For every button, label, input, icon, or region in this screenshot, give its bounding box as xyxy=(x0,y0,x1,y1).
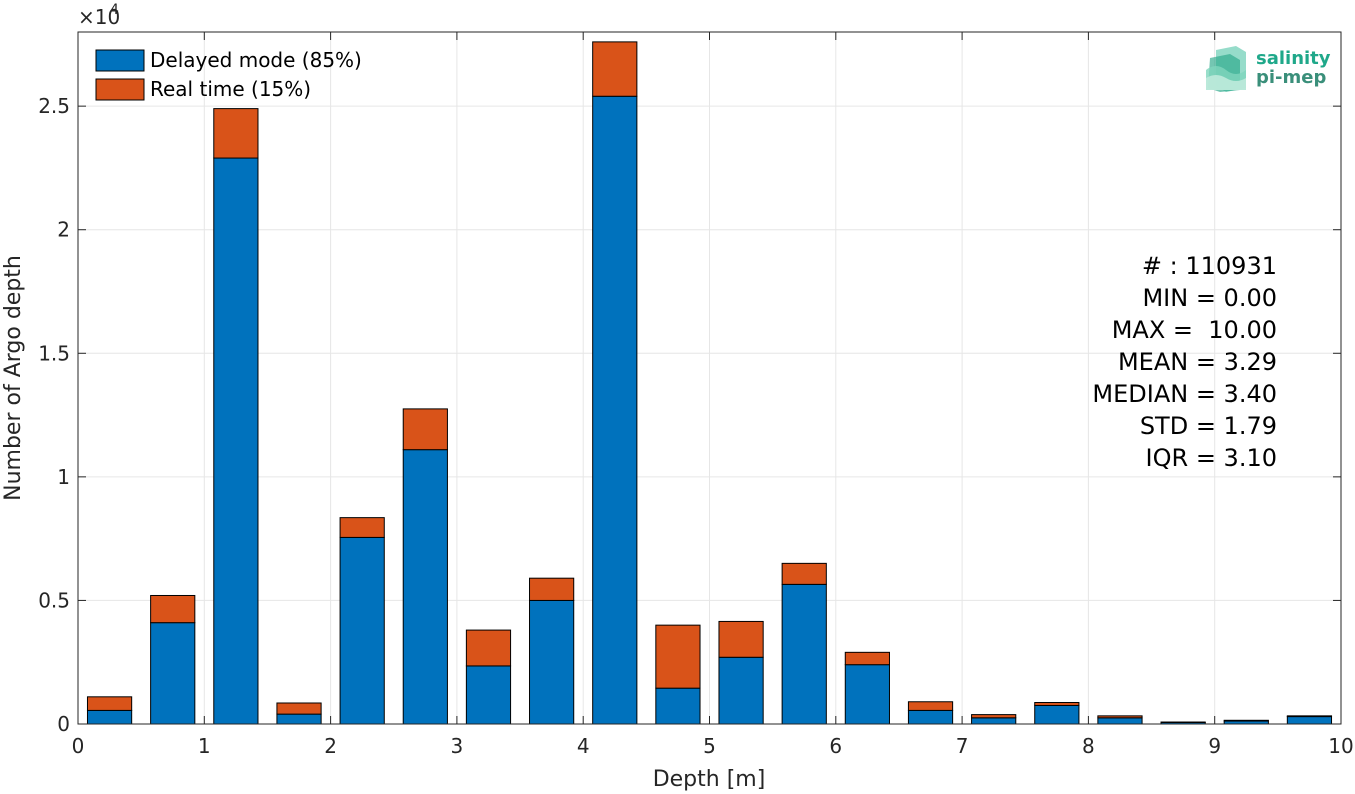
bar-delayed-mode xyxy=(1286,716,1333,725)
bar-delayed-mode xyxy=(1097,717,1143,725)
bar-real-time xyxy=(781,562,827,585)
stat-max: MAX = 10.00 xyxy=(1112,316,1277,344)
salinity-pimep-logo: salinity pi-mep xyxy=(1206,46,1331,92)
bar-delayed-mode xyxy=(592,95,638,725)
x-tick-label: 8 xyxy=(1082,734,1095,758)
y-tick-label: 2.5 xyxy=(38,94,70,118)
bar-real-time xyxy=(1286,715,1333,718)
x-tick-label: 3 xyxy=(451,734,464,758)
bars xyxy=(86,41,1333,725)
bar-delayed-mode xyxy=(402,449,448,725)
stat-median: MEDIAN = 3.40 xyxy=(1092,380,1277,408)
bar-delayed-mode xyxy=(339,536,385,725)
bar-real-time xyxy=(592,41,638,97)
x-tick-label: 9 xyxy=(1208,734,1221,758)
bar-real-time xyxy=(1223,719,1269,722)
legend-swatch-realtime xyxy=(95,78,145,101)
y-exponent-base: ×10 xyxy=(78,5,120,29)
y-tick-label: 2 xyxy=(57,218,70,242)
logo-text-salinity: salinity xyxy=(1256,48,1331,69)
bar-real-time xyxy=(402,408,448,451)
x-tick-label: 1 xyxy=(198,734,211,758)
legend-label-delayed: Delayed mode (85%) xyxy=(150,48,362,72)
bar-real-time xyxy=(529,577,575,601)
bar-delayed-mode xyxy=(213,157,259,725)
bar-real-time xyxy=(907,701,954,711)
legend-label-realtime: Real time (15%) xyxy=(150,77,311,101)
bar-delayed-mode xyxy=(844,664,890,725)
y-axis-label: Number of Argo depth xyxy=(1,255,26,501)
y-tick-label: 0.5 xyxy=(38,588,70,612)
x-tick-label: 4 xyxy=(577,734,590,758)
legend: Delayed mode (85%) Real time (15%) xyxy=(95,48,362,101)
bar-real-time xyxy=(213,108,259,159)
bar-real-time xyxy=(276,702,322,715)
bar-real-time xyxy=(150,594,196,624)
y-tick-label: 0 xyxy=(57,712,70,736)
bar-delayed-mode xyxy=(971,717,1017,725)
y-exponent-power: 4 xyxy=(110,2,119,18)
bar-real-time xyxy=(655,624,701,689)
stat-count: # : 110931 xyxy=(1142,252,1277,280)
y-tick-label: 1.5 xyxy=(38,341,70,365)
bar-delayed-mode xyxy=(86,709,133,725)
bar-delayed-mode xyxy=(465,665,512,725)
x-tick-label: 6 xyxy=(829,734,842,758)
stat-min: MIN = 0.00 xyxy=(1142,284,1277,312)
bar-delayed-mode xyxy=(781,583,827,725)
axis-ticks: 0 1 2 3 4 5 6 7 8 9 10 0 0.5 1 1.5 2 2.5 xyxy=(38,32,1354,758)
bar-real-time xyxy=(86,696,133,711)
wave-logo-icon xyxy=(1206,46,1246,92)
x-axis-label: Depth [m] xyxy=(653,767,766,792)
bar-real-time xyxy=(844,651,890,666)
bar-delayed-mode xyxy=(276,713,322,725)
y-tick-label: 1 xyxy=(57,465,70,489)
stat-iqr: IQR = 3.10 xyxy=(1146,444,1277,472)
x-tick-label: 7 xyxy=(956,734,969,758)
bar-delayed-mode xyxy=(655,687,701,725)
stat-std: STD = 1.79 xyxy=(1140,412,1277,440)
legend-swatch-delayed xyxy=(95,49,145,72)
bar-delayed-mode xyxy=(1034,704,1080,725)
logo-text-pimep: pi-mep xyxy=(1256,67,1326,88)
bar-real-time xyxy=(1034,701,1080,706)
x-tick-label: 2 xyxy=(324,734,337,758)
x-tick-label: 0 xyxy=(72,734,85,758)
statistics-box: # : 110931 MIN = 0.00 MAX = 10.00 MEAN =… xyxy=(1092,252,1277,472)
bar-delayed-mode xyxy=(718,656,764,725)
bar-real-time xyxy=(971,714,1017,719)
bar-real-time xyxy=(718,620,764,658)
bar-delayed-mode xyxy=(150,622,196,725)
bar-delayed-mode xyxy=(907,709,954,725)
bar-real-time xyxy=(465,629,512,667)
x-tick-label: 5 xyxy=(703,734,716,758)
x-tick-label: 10 xyxy=(1328,734,1353,758)
bar-real-time xyxy=(339,517,385,538)
stat-mean: MEAN = 3.29 xyxy=(1118,348,1277,376)
bar-real-time xyxy=(1097,715,1143,719)
bar-delayed-mode xyxy=(529,599,575,725)
